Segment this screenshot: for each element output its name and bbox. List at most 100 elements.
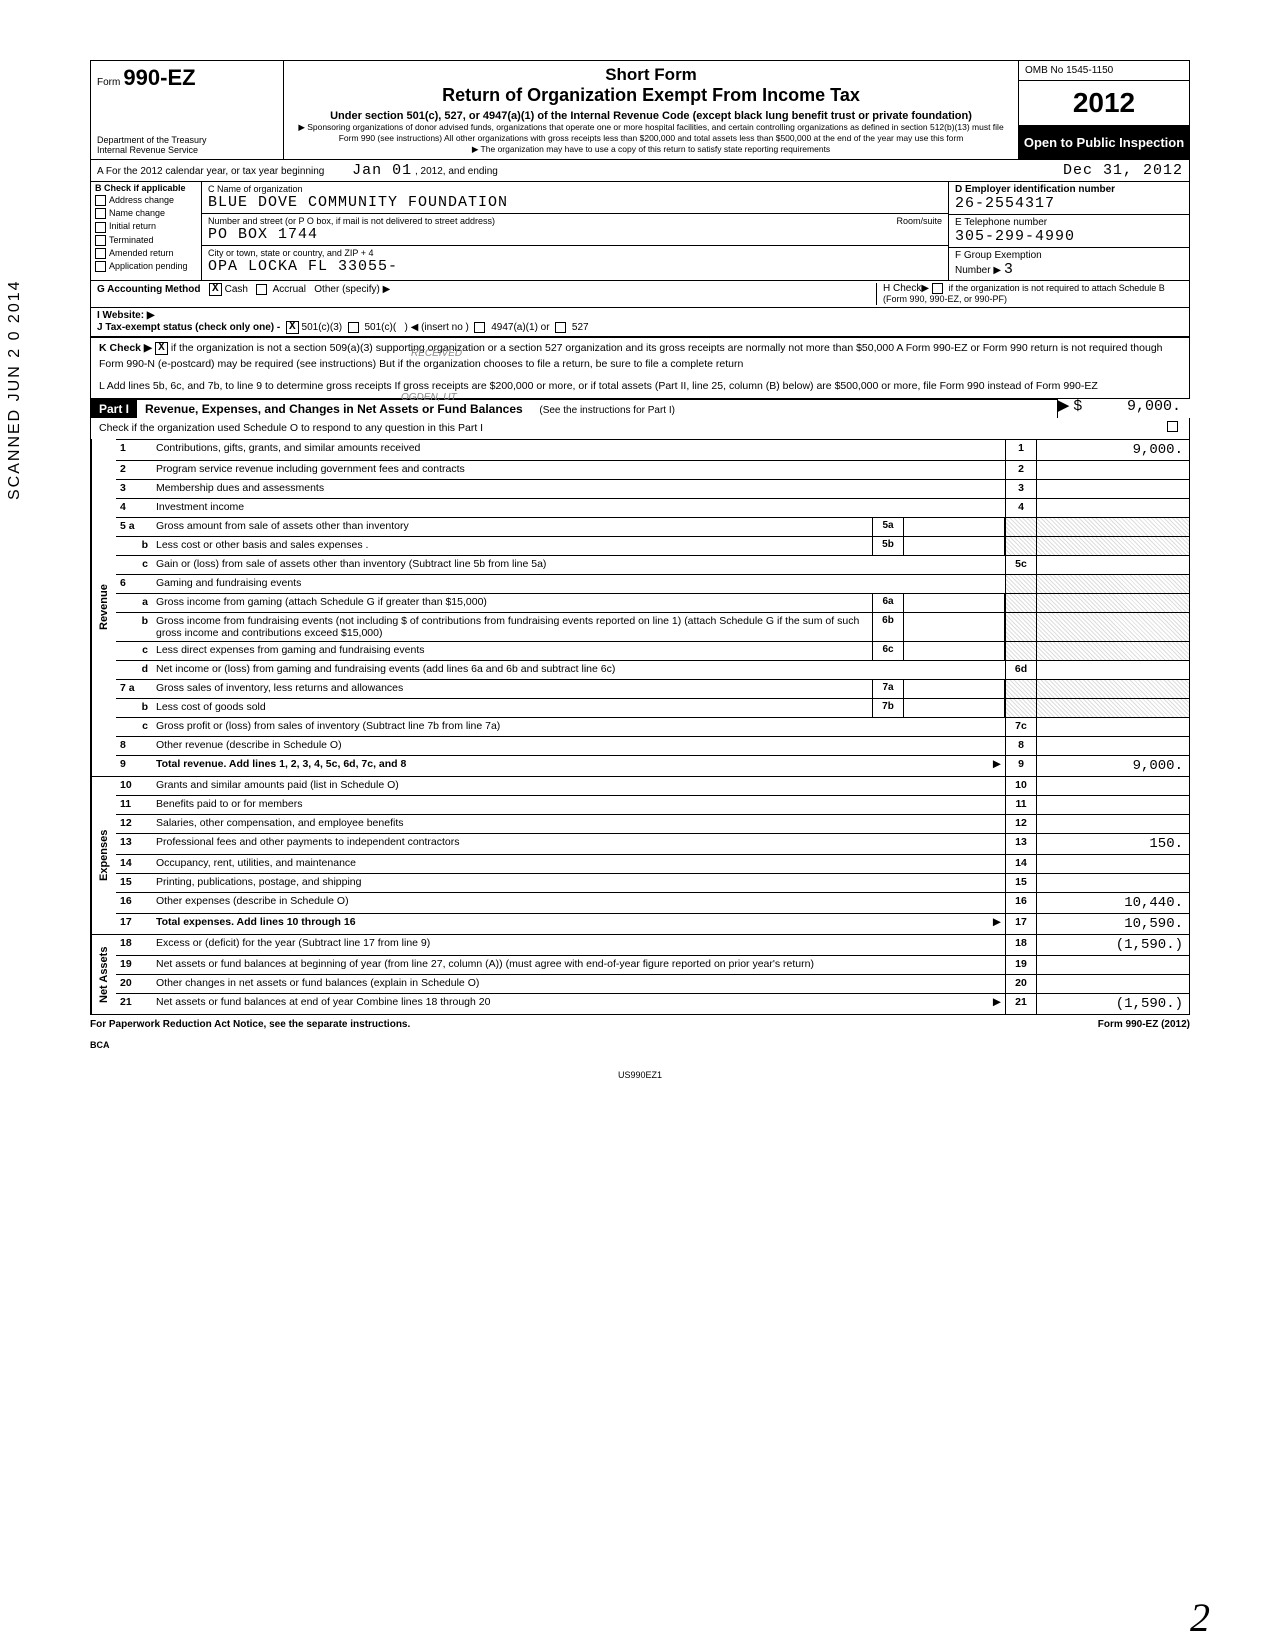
check-terminated[interactable] xyxy=(95,235,106,246)
ein: 26-2554317 xyxy=(955,195,1055,212)
side-expenses: Expenses xyxy=(91,777,116,934)
ln14: 14 xyxy=(1005,855,1037,873)
under-section: Under section 501(c), 527, or 4947(a)(1)… xyxy=(290,110,1012,122)
n5a: 5 a xyxy=(116,518,152,536)
label-501c-b: ) ◀ (insert no ) xyxy=(405,322,469,333)
label-other: Other (specify) ▶ xyxy=(314,284,390,295)
section-a: A For the 2012 calendar year, or tax yea… xyxy=(90,160,1190,182)
instruction-1: ▶ Sponsoring organizations of donor advi… xyxy=(290,122,1012,144)
ln11: 11 xyxy=(1005,796,1037,814)
ln20: 20 xyxy=(1005,975,1037,993)
v3 xyxy=(1037,480,1189,498)
org-city: OPA LOCKA FL 33055- xyxy=(208,258,398,275)
d7c: Gross profit or (loss) from sales of inv… xyxy=(152,718,1005,736)
v7c xyxy=(1037,718,1189,736)
n19: 19 xyxy=(116,956,152,974)
footer: For Paperwork Reduction Act Notice, see … xyxy=(90,1015,1190,1034)
d20: Other changes in net assets or fund bala… xyxy=(152,975,1005,993)
mn6a: 6a xyxy=(872,594,904,612)
part-1-table: Revenue 1Contributions, gifts, grants, a… xyxy=(90,439,1190,1015)
d5a: Gross amount from sale of assets other t… xyxy=(152,518,872,536)
form-header: Form 990-EZ Department of the Treasury I… xyxy=(90,60,1190,160)
form-prefix: Form xyxy=(97,77,120,88)
dept-treasury: Department of the Treasury xyxy=(97,135,277,145)
group-number: 3 xyxy=(1004,261,1014,278)
d11: Benefits paid to or for members xyxy=(152,796,1005,814)
label-address: Number and street (or P O box, if mail i… xyxy=(208,216,495,226)
check-accrual[interactable] xyxy=(256,284,267,295)
v19 xyxy=(1037,956,1189,974)
org-address: PO BOX 1744 xyxy=(208,226,318,243)
label-cash: Cash xyxy=(225,284,248,295)
d5c: Gain or (loss) from sale of assets other… xyxy=(152,556,1005,574)
ln3: 3 xyxy=(1005,480,1037,498)
d2: Program service revenue including govern… xyxy=(152,461,1005,479)
v4 xyxy=(1037,499,1189,517)
d4: Investment income xyxy=(152,499,1005,517)
page-number-2: 2 xyxy=(1190,1594,1210,1641)
section-b: B Check if applicable Address change Nam… xyxy=(91,182,202,280)
row-k: K Check ▶ X if the organization is not a… xyxy=(90,337,1190,376)
check-4947[interactable] xyxy=(474,322,485,333)
mn5b: 5b xyxy=(872,537,904,555)
part-1-title: Revenue, Expenses, and Changes in Net As… xyxy=(145,402,523,416)
section-a-mid: , 2012, and ending xyxy=(415,166,498,177)
check-cash[interactable]: X xyxy=(209,283,222,296)
open-to-public: Open to Public Inspection xyxy=(1019,126,1189,159)
text-l: L Add lines 5b, 6c, and 7b, to line 9 to… xyxy=(99,380,1098,392)
ln19: 19 xyxy=(1005,956,1037,974)
check-527[interactable] xyxy=(555,322,566,333)
check-schedule-o[interactable] xyxy=(1167,421,1178,432)
part-1-see: (See the instructions for Part I) xyxy=(539,405,675,416)
arrow21: ▶ xyxy=(993,996,1001,1008)
d21: Net assets or fund balances at end of ye… xyxy=(156,996,490,1008)
check-501c[interactable] xyxy=(348,322,359,333)
check-amended[interactable] xyxy=(95,248,106,259)
n8: 8 xyxy=(116,737,152,755)
label-address-change: Address change xyxy=(109,195,174,205)
check-501c3[interactable]: X xyxy=(286,321,299,334)
label-k: K Check ▶ xyxy=(99,342,152,354)
label-org-name: C Name of organization xyxy=(208,184,303,194)
ln16: 16 xyxy=(1005,893,1037,913)
ln6d: 6d xyxy=(1005,661,1037,679)
ln9: 9 xyxy=(1005,756,1037,776)
v1: 9,000. xyxy=(1037,440,1189,460)
check-h[interactable] xyxy=(932,283,943,294)
check-address-change[interactable] xyxy=(95,195,106,206)
v20 xyxy=(1037,975,1189,993)
check-pending[interactable] xyxy=(95,261,106,272)
v21: (1,590.) xyxy=(1037,994,1189,1014)
d18: Excess or (deficit) for the year (Subtra… xyxy=(152,935,1005,955)
check-k[interactable]: X xyxy=(155,342,168,355)
bca: BCA xyxy=(90,1040,1190,1050)
check-name-change[interactable] xyxy=(95,208,106,219)
uscode: US990EZ1 xyxy=(90,1070,1190,1080)
label-501c: 501(c)( xyxy=(364,322,396,333)
check-initial-return[interactable] xyxy=(95,222,106,233)
short-form-label: Short Form xyxy=(290,65,1012,85)
ln5c: 5c xyxy=(1005,556,1037,574)
year-end: Dec 31, 2012 xyxy=(1063,162,1183,179)
label-h-check: H Check▶ xyxy=(883,283,929,294)
d7a: Gross sales of inventory, less returns a… xyxy=(152,680,872,698)
scanned-stamp: SCANNED JUN 2 0 2014 xyxy=(6,279,24,500)
d6b: Gross income from fundraising events (no… xyxy=(152,613,872,641)
d9: Total revenue. Add lines 1, 2, 3, 4, 5c,… xyxy=(156,758,406,770)
d13: Professional fees and other payments to … xyxy=(152,834,1005,854)
side-netassets: Net Assets xyxy=(91,935,116,1014)
n20: 20 xyxy=(116,975,152,993)
n1: 1 xyxy=(116,440,152,460)
arrow17: ▶ xyxy=(993,916,1001,928)
label-527: 527 xyxy=(572,322,589,333)
v16: 10,440. xyxy=(1037,893,1189,913)
mn7b: 7b xyxy=(872,699,904,717)
org-name: BLUE DOVE COMMUNITY FOUNDATION xyxy=(208,194,508,211)
ogden-stamp: OGDEN, UT xyxy=(401,390,457,405)
d10: Grants and similar amounts paid (list in… xyxy=(152,777,1005,795)
label-city: City or town, state or country, and ZIP … xyxy=(208,248,374,258)
label-amended: Amended return xyxy=(109,248,174,258)
ln4: 4 xyxy=(1005,499,1037,517)
d1: Contributions, gifts, grants, and simila… xyxy=(152,440,1005,460)
dept-irs: Internal Revenue Service xyxy=(97,145,277,155)
